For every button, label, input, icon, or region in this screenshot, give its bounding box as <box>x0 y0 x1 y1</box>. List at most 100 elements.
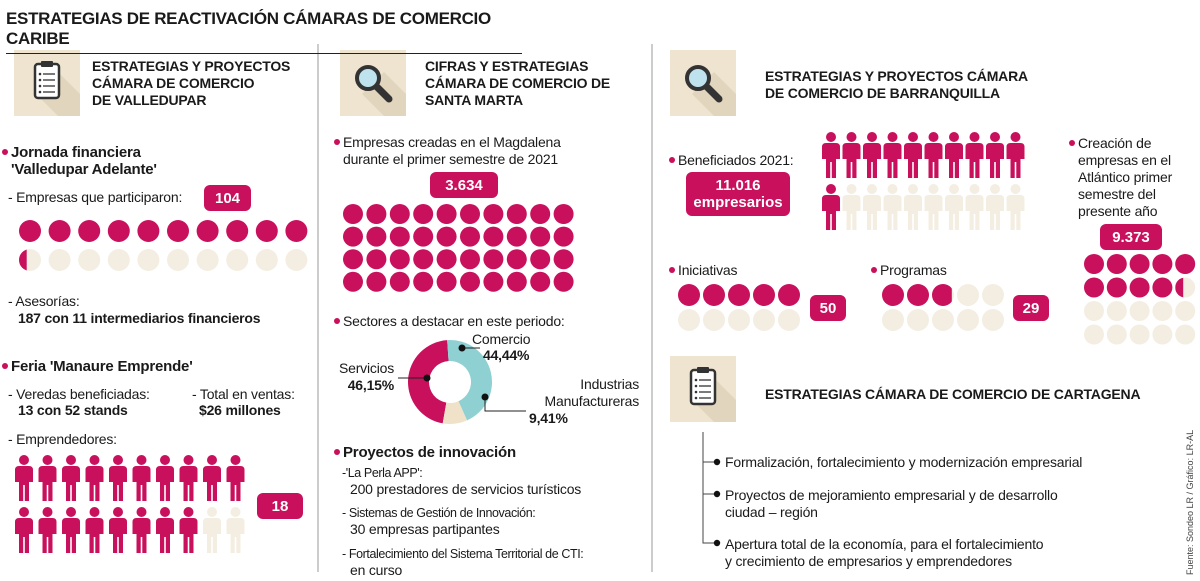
pictogram-dot <box>389 204 410 224</box>
pictogram-dot <box>1175 254 1196 274</box>
pictogram-dot <box>413 204 434 224</box>
clipboard <box>689 368 717 406</box>
person-head <box>846 184 857 194</box>
value-badge: 50 <box>810 295 846 321</box>
person-head <box>990 184 1000 194</box>
pictogram-dot <box>255 220 278 242</box>
person-head <box>908 132 918 142</box>
pictogram-dot <box>703 284 725 306</box>
label: presente año <box>1078 203 1158 219</box>
pictogram <box>343 204 574 292</box>
pictogram-dot <box>778 309 800 331</box>
item-name: -'La Perla APP': <box>342 466 423 480</box>
pictogram-dot <box>167 249 189 271</box>
person-head <box>207 455 217 465</box>
label: empresas en el <box>1078 152 1171 168</box>
value: 11.016 <box>715 177 761 194</box>
heading: ESTRATEGIAS CÁMARA DE COMERCIO DE CARTAG… <box>765 386 1141 402</box>
pictogram <box>1084 254 1196 345</box>
pictogram <box>822 132 1025 230</box>
icon-shadow <box>700 68 770 150</box>
icon <box>340 50 440 150</box>
label: Empresas creadas en el Magdalena <box>334 134 561 150</box>
label: Atlántico primer <box>1078 169 1173 185</box>
person-head <box>66 455 76 465</box>
item: ciudad – región <box>725 504 818 520</box>
person-head <box>867 184 877 194</box>
pictogram-dot <box>932 309 954 331</box>
magnifier-handle <box>702 82 723 103</box>
pie-value-label: 46,15% <box>347 377 394 393</box>
icon-shadow <box>700 374 770 456</box>
pie-value-label: 44,44% <box>483 347 530 363</box>
pictogram-dot <box>366 249 387 270</box>
pictogram-dot <box>957 309 979 331</box>
pictogram-dot <box>506 249 527 270</box>
value: 187 con 11 intermediarios financieros <box>18 310 261 326</box>
clipboard <box>33 62 61 100</box>
pictogram-dot <box>530 271 551 292</box>
pictogram-dot <box>530 204 551 224</box>
icon <box>14 50 114 150</box>
person-head <box>89 455 100 465</box>
pictogram-dot <box>907 309 929 331</box>
pictogram-dot <box>506 226 527 247</box>
pictogram-dot <box>366 226 387 247</box>
magnifier-handle <box>372 82 393 103</box>
pictogram-dot <box>1152 301 1173 321</box>
pictogram-dot <box>553 204 574 224</box>
section-label: Jornada financiera <box>2 144 141 161</box>
pictogram-dot <box>107 220 130 242</box>
value: $26 millones <box>199 402 281 418</box>
pictogram-dot <box>343 204 363 224</box>
person-body <box>924 143 943 178</box>
pictogram-dot <box>1106 254 1127 274</box>
pictogram-dot <box>460 226 480 247</box>
pictogram-dot <box>882 309 904 331</box>
pictogram-dot <box>48 220 71 242</box>
pie-slice <box>447 340 492 421</box>
person-body <box>986 195 1004 230</box>
icon <box>670 356 770 456</box>
pictogram-dot <box>1106 324 1127 345</box>
person-body <box>945 143 963 178</box>
pictogram-dot <box>1175 324 1196 345</box>
clipboard-clip <box>697 367 709 373</box>
value: 13 con 52 stands <box>18 402 128 418</box>
heading: ESTRATEGIAS Y PROYECTOS CÁMARA <box>765 68 1028 84</box>
pictogram-dot <box>728 309 750 331</box>
value-badge: 11.016 empresarios <box>686 172 790 216</box>
section-label: Proyectos de innovación <box>334 444 516 461</box>
pictogram-dot <box>778 284 800 306</box>
pictogram-dot <box>389 249 410 270</box>
clipboard-bullet <box>38 84 42 88</box>
section-label: 'Valledupar Adelante' <box>11 161 157 178</box>
pictogram-dot <box>553 249 574 270</box>
person-body <box>822 143 840 178</box>
person-head <box>826 184 836 194</box>
heading: DE VALLEDUPAR <box>92 92 207 108</box>
person-head <box>207 507 217 517</box>
label: - Veredas beneficiadas: <box>8 386 150 402</box>
person-head <box>19 507 29 517</box>
pictogram-dot <box>343 271 363 292</box>
pictogram-dot <box>285 220 308 242</box>
pictogram-dot <box>678 309 700 331</box>
person-head <box>928 184 939 194</box>
value: empresarios <box>693 194 783 211</box>
pictogram-dot <box>436 204 457 224</box>
icon-shadow <box>44 68 114 150</box>
pictogram-dot <box>1129 277 1150 298</box>
clipboard-bullet <box>694 396 698 400</box>
connector <box>702 432 716 544</box>
pictogram-dot <box>483 271 504 292</box>
person-head <box>887 184 898 194</box>
pictogram-dot <box>366 204 387 224</box>
pictogram-dot <box>78 220 101 242</box>
pictogram-dot <box>753 309 775 331</box>
heading: CIFRAS Y ESTRATEGIAS <box>425 58 589 74</box>
person-head <box>867 132 877 142</box>
person-head <box>230 507 241 517</box>
connector-dot <box>713 458 721 466</box>
pictogram-dot <box>1106 277 1127 298</box>
